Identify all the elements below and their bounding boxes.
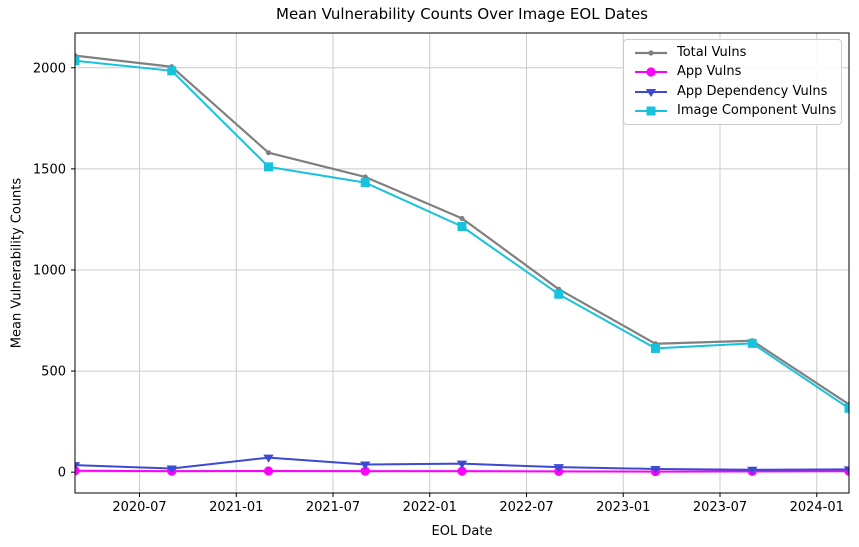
app-dependency-vulns-line-marker-icon (635, 88, 667, 97)
legend-label: App Dependency Vulns (677, 83, 828, 99)
marker-app-dependency-vulns (263, 454, 274, 463)
marker-total-vulns (459, 215, 465, 222)
marker-image-component-vulns (264, 162, 273, 172)
y-tick-label: 1000 (33, 263, 66, 278)
chart-title: Mean Vulnerability Counts Over Image EOL… (276, 5, 648, 23)
x-tick-label: 2020-07 (112, 500, 166, 515)
legend-item-total-vulns: Total Vulns (624, 44, 841, 60)
legend-item-app-vulns: App Vulns (624, 65, 841, 79)
x-tick-label: 2024-01 (790, 500, 844, 515)
x-axis-label: EOL Date (431, 524, 493, 539)
axes-spines (74, 32, 850, 494)
marker-app-vulns (360, 466, 370, 476)
marker-app-dependency-vulns (747, 466, 758, 475)
app-vulns-line-marker-icon (635, 67, 667, 77)
marker-image-component-vulns (75, 56, 80, 66)
marker-app-dependency-vulns (75, 462, 81, 471)
x-tick-label: 2023-07 (693, 500, 747, 515)
marker-app-dependency-vulns (456, 460, 468, 469)
legend: Total Vulns App Vulns App Dependency Vul… (623, 39, 842, 125)
legend-label: App Vulns (677, 64, 742, 80)
marker-image-component-vulns (554, 289, 564, 299)
marker-app-dependency-vulns (166, 465, 177, 474)
marker-app-dependency-vulns (843, 466, 849, 475)
y-tick-label: 0 (58, 466, 66, 481)
legend-label: Image Component Vulns (677, 103, 837, 119)
marker-app-vulns (457, 466, 467, 476)
image-component-vulns-line-marker-icon (635, 106, 667, 116)
marker-image-component-vulns (167, 66, 177, 76)
y-tick-label: 2000 (33, 61, 66, 76)
x-tick-label: 2022-01 (403, 500, 457, 515)
y-tick-label: 1500 (33, 162, 66, 177)
y-tick-label: 500 (41, 365, 66, 380)
x-tick-label: 2021-07 (306, 500, 360, 515)
marker-app-dependency-vulns (360, 461, 371, 470)
y-axis-label: Mean Vulnerability Counts (9, 177, 25, 349)
x-tick-label: 2021-01 (209, 500, 263, 515)
ticks (71, 67, 818, 497)
marker-app-dependency-vulns (650, 465, 661, 474)
marker-image-component-vulns (360, 178, 370, 188)
marker-image-component-vulns (457, 222, 467, 232)
marker-app-dependency-vulns (553, 464, 564, 473)
legend-item-image-component-vulns: Image Component Vulns (624, 104, 841, 118)
marker-image-component-vulns (747, 338, 757, 348)
marker-image-component-vulns (844, 403, 849, 413)
legend-item-app-dependency-vulns: App Dependency Vulns (624, 83, 841, 99)
legend-label: Total Vulns (677, 44, 747, 60)
x-tick-label: 2023-01 (596, 500, 650, 515)
total-vulns-line-marker-icon (635, 50, 667, 56)
x-tick-label: 2022-07 (499, 500, 553, 515)
tick-labels: 2020-07 2021-01 2021-07 2022-01 2022-07 2023-… (33, 61, 844, 515)
marker-total-vulns (265, 150, 272, 156)
marker-app-vulns (75, 466, 80, 476)
marker-app-vulns (263, 466, 274, 476)
series-group (75, 53, 849, 477)
marker-image-component-vulns (651, 343, 660, 353)
